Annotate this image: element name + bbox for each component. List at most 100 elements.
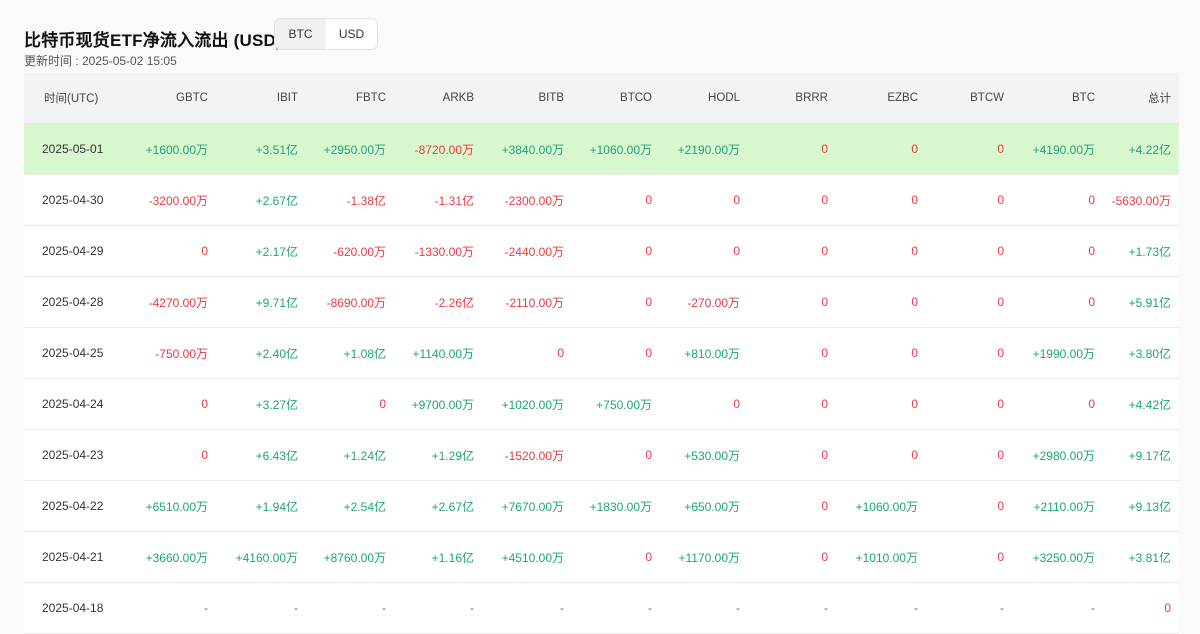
flow-cell: +650.00万 <box>660 480 748 532</box>
flow-cell: +2110.00万 <box>1012 480 1103 532</box>
flow-cell: +2950.00万 <box>306 123 394 175</box>
flow-cell: 0 <box>130 225 216 277</box>
table-row: 2025-04-21 +3660.00万 +4160.00万 +8760.00万 +1.… <box>24 531 1179 583</box>
flow-cell: - <box>130 582 216 634</box>
flow-cell: +2.40亿 <box>216 327 306 379</box>
flow-cell: -8720.00万 <box>394 123 482 175</box>
flow-cell: - <box>306 582 394 634</box>
flow-cell: 0 <box>482 327 572 379</box>
column-header: BTCO <box>572 73 660 124</box>
page-header: 比特币现货ETF净流入流出 (USD) 更新时间 : 2025-05-02 15… <box>24 18 1176 70</box>
flow-cell: +1.29亿 <box>394 429 482 481</box>
row-date: 2025-05-01 <box>24 123 130 175</box>
flow-cell: +9700.00万 <box>394 378 482 430</box>
flow-cell: +6.43亿 <box>216 429 306 481</box>
flow-cell: 0 <box>926 378 1012 430</box>
flow-cell: 0 <box>926 174 1012 226</box>
flow-cell: 0 <box>926 429 1012 481</box>
table-row: 2025-04-18- - - - - - - - - - -0 <box>24 582 1179 634</box>
row-date: 2025-04-25 <box>24 327 130 379</box>
page-title: 比特币现货ETF净流入流出 (USD) <box>24 31 282 50</box>
column-header: 总计 <box>1103 73 1179 124</box>
unit-toggle: BTC USD <box>274 18 378 50</box>
flow-cell: -1.31亿 <box>394 174 482 226</box>
flow-cell: 0 <box>836 276 926 328</box>
flow-cell: 0 <box>836 123 926 175</box>
flow-cell: +1600.00万 <box>130 123 216 175</box>
flow-cell: +1020.00万 <box>482 378 572 430</box>
flow-cell: 0 <box>660 378 748 430</box>
flow-cell: - <box>216 582 306 634</box>
table-row: 2025-04-24 0 +3.27亿 0 +9700.00万 +1020.00万 +750… <box>24 378 1179 430</box>
flow-cell: +2.67亿 <box>394 480 482 532</box>
flow-cell: +4510.00万 <box>482 531 572 583</box>
flow-cell: - <box>660 582 748 634</box>
etf-flow-table: 时间(UTC) GBTC IBIT FBTC ARKB BITB BTCO HODL BRRR E… <box>24 73 1179 634</box>
flow-cell: 0 <box>926 276 1012 328</box>
flow-cell: +3840.00万 <box>482 123 572 175</box>
toggle-btc[interactable]: BTC <box>288 27 313 41</box>
flow-cell: -2.26亿 <box>394 276 482 328</box>
flow-cell: -5630.00万 <box>1103 174 1179 226</box>
flow-cell: -270.00万 <box>660 276 748 328</box>
flow-cell: 0 <box>926 480 1012 532</box>
flow-cell: 0 <box>572 327 660 379</box>
column-header: BITB <box>482 73 572 124</box>
row-date: 2025-04-18 <box>24 582 130 634</box>
flow-cell: +1.08亿 <box>306 327 394 379</box>
row-date: 2025-04-21 <box>24 531 130 583</box>
flow-cell: 0 <box>748 480 836 532</box>
column-header: BTC <box>1012 73 1103 124</box>
row-date: 2025-04-24 <box>24 378 130 430</box>
column-header: ARKB <box>394 73 482 124</box>
column-header: 时间(UTC) <box>24 73 130 124</box>
flow-cell: 0 <box>748 123 836 175</box>
flow-cell: +750.00万 <box>572 378 660 430</box>
flow-cell: +1170.00万 <box>660 531 748 583</box>
flow-cell: +3250.00万 <box>1012 531 1103 583</box>
flow-cell: +1060.00万 <box>572 123 660 175</box>
flow-cell: +5.91亿 <box>1103 276 1179 328</box>
flow-cell: +6510.00万 <box>130 480 216 532</box>
flow-cell: +1.94亿 <box>216 480 306 532</box>
flow-cell: -2300.00万 <box>482 174 572 226</box>
flow-cell: +3.27亿 <box>216 378 306 430</box>
flow-cell: 0 <box>836 225 926 277</box>
flow-cell: 0 <box>748 429 836 481</box>
flow-cell: 0 <box>836 327 926 379</box>
update-time: 更新时间 : 2025-05-02 15:05 <box>24 54 177 68</box>
flow-cell: 0 <box>748 378 836 430</box>
flow-cell: 0 <box>926 531 1012 583</box>
flow-cell: +530.00万 <box>660 429 748 481</box>
flow-cell: - <box>836 582 926 634</box>
flow-cell: 0 <box>836 378 926 430</box>
flow-cell: +4160.00万 <box>216 531 306 583</box>
flow-cell: 0 <box>572 174 660 226</box>
flow-cell: 0 <box>660 225 748 277</box>
flow-cell: 0 <box>130 378 216 430</box>
flow-cell: +3660.00万 <box>130 531 216 583</box>
column-header: GBTC <box>130 73 216 124</box>
flow-cell: -1520.00万 <box>482 429 572 481</box>
table-row: 2025-04-23 0 +6.43亿 +1.24亿 +1.29亿 -1520.00万 0 +… <box>24 429 1179 481</box>
flow-cell: -620.00万 <box>306 225 394 277</box>
flow-cell: +2.17亿 <box>216 225 306 277</box>
flow-cell: +810.00万 <box>660 327 748 379</box>
flow-cell: -3200.00万 <box>130 174 216 226</box>
flow-cell: 0 <box>1012 225 1103 277</box>
flow-cell: 0 <box>926 225 1012 277</box>
column-header: IBIT <box>216 73 306 124</box>
flow-cell: +8760.00万 <box>306 531 394 583</box>
flow-cell: - <box>394 582 482 634</box>
flow-cell: -750.00万 <box>130 327 216 379</box>
column-header: FBTC <box>306 73 394 124</box>
flow-cell: 0 <box>748 276 836 328</box>
flow-cell: 0 <box>926 327 1012 379</box>
flow-cell: -2110.00万 <box>482 276 572 328</box>
toggle-usd[interactable]: USD <box>326 19 377 49</box>
flow-cell: 0 <box>572 429 660 481</box>
row-date: 2025-04-22 <box>24 480 130 532</box>
flow-cell: - <box>926 582 1012 634</box>
flow-cell: +2190.00万 <box>660 123 748 175</box>
flow-cell: -8690.00万 <box>306 276 394 328</box>
